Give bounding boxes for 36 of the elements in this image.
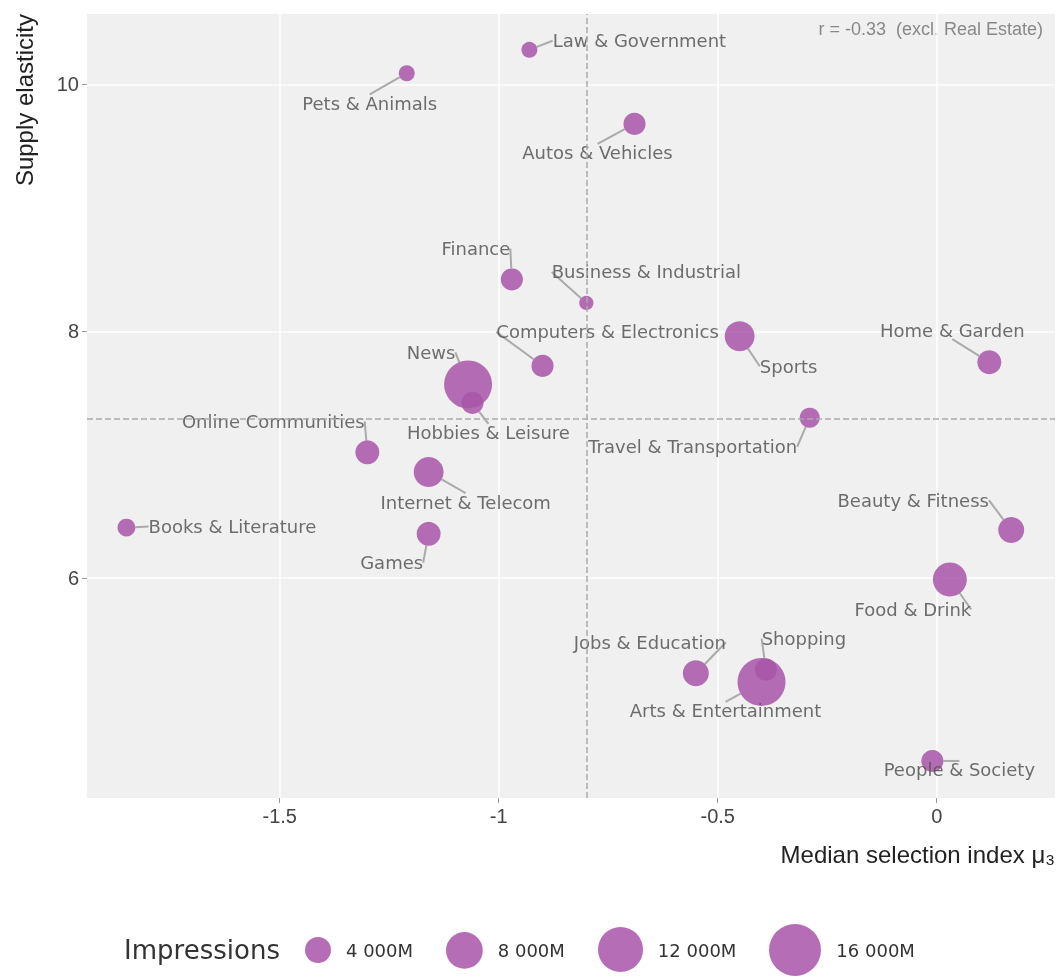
y-tick-label: 8 [67, 320, 79, 343]
series-label: Internet & Telecom [380, 491, 551, 513]
x-tick-label: 0 [931, 805, 943, 827]
series-label: Jobs & Education [572, 631, 726, 653]
legend-label: 12 000M [657, 939, 737, 961]
text: Computers & Electronics [496, 321, 719, 343]
series-label: Home & Garden [879, 319, 1025, 341]
series-label: Shopping [761, 628, 847, 650]
legend-label: 16 000M [836, 939, 915, 961]
y-tick-label: 10 [56, 73, 79, 96]
x-tick-label: -0.5 [700, 805, 735, 827]
series-label: News [406, 341, 456, 363]
x-tick-label: -1.5 [262, 805, 297, 827]
annotation: r = -0.33 (excl. Real Estate) [818, 19, 1044, 39]
series-label: People & Society [883, 759, 1036, 781]
series-label: Pets & Animals [302, 92, 438, 114]
legend-label: 4 000M [345, 939, 414, 961]
series-label: Online Communities [181, 410, 365, 432]
series-label: Beauty & Fitness [837, 489, 989, 511]
series-label: Law & Government [552, 30, 727, 52]
legend-label: 8 000M [497, 939, 565, 961]
series-label: Hobbies & Leisure [406, 422, 570, 444]
series-label: Business & Industrial [551, 261, 741, 283]
x-tick-label: -1 [489, 805, 508, 827]
series-label: Travel & Transportation [587, 436, 798, 458]
series-label: Sports [759, 355, 818, 377]
x-axis-title: Median selection index μ₃ [780, 840, 1055, 868]
series-label: Autos & Vehicles [522, 142, 673, 164]
y-tick-label: 6 [67, 567, 79, 590]
series-label: Games [360, 552, 424, 574]
series-label: Finance [441, 237, 511, 259]
legend-title: Impressions [124, 935, 280, 965]
series-label: Food & Drink [854, 598, 972, 620]
series-label: Arts & Entertainment [629, 700, 822, 722]
series-label: Books & Literature [148, 516, 317, 538]
y-axis-title: Supply elasticity [10, 14, 38, 187]
